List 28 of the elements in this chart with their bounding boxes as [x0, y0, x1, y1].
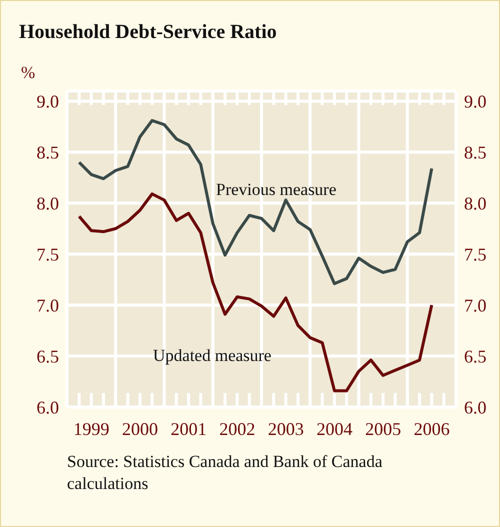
- y2-tick-label: 6.0: [464, 397, 486, 418]
- x-tick-label: 2001: [170, 419, 207, 439]
- y-tick-label: 6.0: [36, 397, 59, 418]
- x-tick-label: 2006: [414, 419, 450, 439]
- y2-tick-label: 9.0: [464, 92, 486, 112]
- series-label: Previous measure: [216, 180, 336, 200]
- x-tick-label: 2002: [219, 419, 256, 439]
- x-tick-label: 1999: [73, 419, 110, 439]
- y2-tick-label: 8.0: [464, 194, 486, 214]
- series-label: Updated measure: [153, 346, 272, 366]
- y-tick-label: 9.0: [36, 92, 59, 112]
- y2-tick-label: 8.5: [464, 142, 486, 163]
- x-tick-label: 2000: [122, 419, 158, 439]
- y-axis-title: %: [21, 63, 36, 83]
- y2-tick-label: 6.5: [464, 346, 486, 366]
- y-tick-label: 8.5: [36, 142, 59, 163]
- x-tick-label: 2005: [365, 419, 402, 439]
- y-tick-label: 8.0: [36, 194, 59, 214]
- y-tick-label: 7.0: [36, 295, 59, 316]
- y-tick-label: 6.5: [36, 346, 59, 366]
- y-tick-label: 7.5: [36, 244, 59, 264]
- chart-title: Household Debt-Service Ratio: [19, 21, 277, 44]
- x-tick-label: 2003: [268, 419, 304, 439]
- y2-tick-label: 7.5: [464, 244, 486, 264]
- x-tick-label: 2004: [316, 419, 352, 439]
- y2-tick-label: 7.0: [464, 295, 486, 316]
- source-note: Source: Statistics Canada and Bank of Canada calculations: [67, 451, 384, 495]
- line-series: [78, 119, 434, 286]
